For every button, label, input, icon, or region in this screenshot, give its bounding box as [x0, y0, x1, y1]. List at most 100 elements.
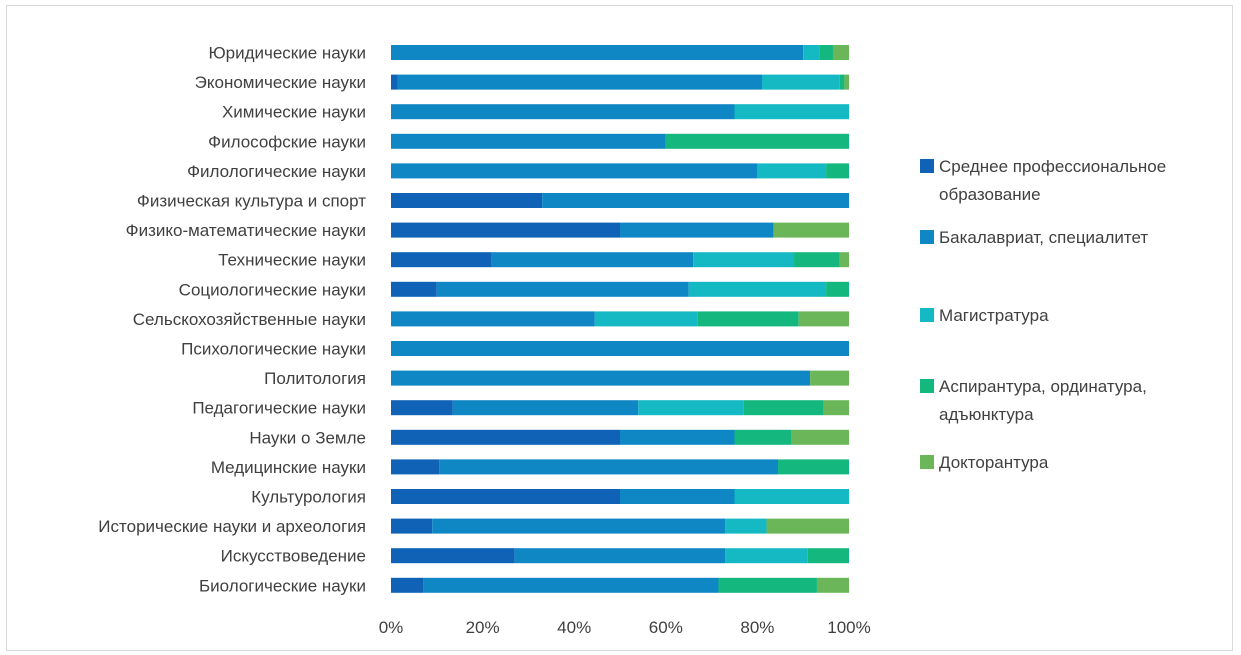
category-label: Технические науки	[218, 251, 366, 270]
bar-segment	[391, 518, 433, 534]
legend-label-line: Магистратура	[939, 306, 1049, 325]
bar-segment	[734, 489, 849, 504]
category-label: Юридические науки	[208, 44, 366, 63]
legend-label: Докторантура	[939, 453, 1049, 472]
bar-segment	[391, 370, 811, 386]
category-label: Социологические науки	[179, 280, 366, 299]
legend-label-line: Среднее профессиональное	[939, 157, 1166, 176]
bar-segment	[803, 45, 820, 60]
legend-swatch	[920, 159, 934, 173]
bar-segment	[832, 45, 849, 60]
bar-segment	[594, 311, 698, 327]
bar-segment	[397, 74, 762, 90]
bar-segment	[761, 74, 840, 90]
category-label: Политология	[264, 369, 366, 388]
bar-segment	[391, 489, 620, 504]
x-tick-label: 0%	[379, 618, 404, 637]
bar-segment	[697, 311, 799, 327]
bar-segment	[638, 400, 744, 416]
category-label: Культурология	[251, 488, 366, 507]
bar-segment	[725, 518, 767, 534]
bar-segment	[826, 281, 849, 297]
bar-segment	[734, 429, 792, 445]
legend-label-line: Бакалавриат, специалитет	[939, 228, 1148, 247]
bar-segment	[791, 429, 849, 445]
legend: Среднее профессиональное образование Бакал…	[920, 157, 1166, 472]
bar-segment	[391, 193, 543, 208]
legend-swatch	[920, 230, 934, 244]
bar-segment	[725, 548, 808, 564]
bar-segment	[491, 252, 694, 268]
legend-label: Аспирантура, ординатура, адъюнктура	[939, 377, 1147, 424]
bar-segment	[391, 252, 492, 268]
bar-segment	[391, 429, 620, 445]
x-tick-label: 40%	[557, 618, 591, 637]
category-label: Психологические науки	[181, 340, 366, 359]
bar-segment	[452, 400, 639, 416]
x-tick-label: 100%	[827, 618, 870, 637]
bar-segment	[432, 518, 726, 534]
bar-segment	[391, 577, 424, 593]
bar-segment	[391, 548, 515, 564]
legend-label: Бакалавриат, специалитет	[939, 228, 1148, 247]
bar-segment	[436, 281, 689, 297]
category-labels: Юридические науки Экономические науки Хими…	[98, 44, 366, 596]
legend-label-line: Аспирантура, ординатура,	[939, 377, 1147, 396]
bar-segment	[542, 193, 849, 208]
bar-segment	[391, 104, 735, 120]
bar-segment	[839, 74, 845, 90]
category-label: Сельскохозяйственные науки	[133, 310, 366, 329]
bar-segment	[391, 163, 758, 179]
category-label: Педагогические науки	[192, 399, 366, 418]
bar-segment	[757, 163, 827, 179]
bar-segment	[839, 252, 849, 268]
category-label: Философские науки	[208, 132, 366, 151]
legend-label-line: адъюнктура	[939, 405, 1034, 424]
legend-label-line: образование	[939, 185, 1041, 204]
x-tick-label: 80%	[740, 618, 774, 637]
bars-layer	[391, 45, 849, 593]
bar-segment	[807, 548, 849, 564]
bar-segment	[620, 429, 735, 445]
category-label: Исторические науки и археология	[98, 517, 366, 536]
stacked-bar-chart: Юридические науки Экономические науки Хими…	[98, 44, 1166, 638]
legend-label: Среднее профессиональное образование	[939, 157, 1166, 204]
bar-segment	[665, 133, 849, 149]
legend-label-line: Докторантура	[939, 453, 1049, 472]
x-axis-ticks: 0% 20% 40% 60% 80% 100%	[379, 618, 871, 637]
x-tick-label: 60%	[649, 618, 683, 637]
bar-segment	[688, 281, 827, 297]
bar-segment	[391, 74, 398, 90]
chart-area: Юридические науки Экономические науки Хими…	[6, 5, 1233, 651]
category-label: Медицинские науки	[211, 458, 366, 477]
category-label: Физическая культура и спорт	[137, 192, 366, 211]
category-label: Биологические науки	[199, 576, 366, 595]
category-label: Физико-математические науки	[126, 221, 366, 240]
bar-segment	[798, 311, 849, 327]
bar-segment	[693, 252, 795, 268]
bar-segment	[773, 222, 849, 238]
bar-segment	[766, 518, 849, 534]
bar-segment	[439, 459, 779, 475]
legend-swatch	[920, 308, 934, 322]
bar-segment	[718, 577, 817, 593]
bar-segment	[620, 489, 735, 504]
bar-segment	[423, 577, 719, 593]
x-tick-label: 20%	[466, 618, 500, 637]
bar-segment	[743, 400, 824, 416]
bar-segment	[844, 74, 849, 90]
legend-swatch	[920, 379, 934, 393]
bar-segment	[391, 133, 666, 149]
bar-segment	[391, 459, 440, 475]
bar-segment	[826, 163, 849, 179]
bar-segment	[794, 252, 840, 268]
bar-segment	[391, 400, 453, 416]
category-label: Науки о Земле	[249, 428, 366, 447]
bar-segment	[778, 459, 849, 475]
bar-segment	[391, 281, 437, 297]
category-label: Экономические науки	[195, 73, 366, 92]
category-label: Филологические науки	[187, 162, 366, 181]
category-label: Искусствоведение	[221, 547, 366, 566]
bar-segment	[816, 577, 849, 593]
bar-segment	[391, 311, 595, 327]
